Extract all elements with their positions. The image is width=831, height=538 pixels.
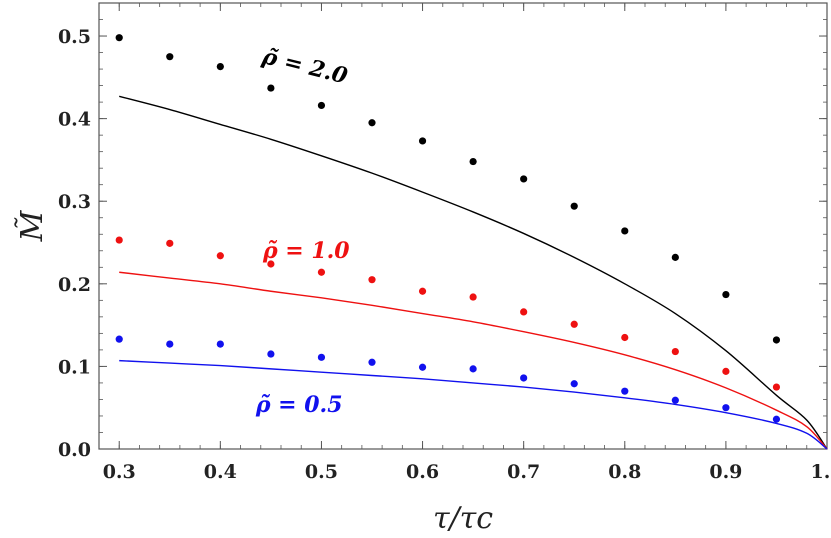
- data-point: [216, 252, 224, 260]
- data-point: [520, 175, 528, 183]
- series-annotations: ρ̃ = 2.0 ρ̃ = 1.0 ρ̃ = 0.5: [255, 43, 351, 418]
- data-point: [671, 253, 679, 261]
- data-point: [722, 367, 730, 375]
- data-point: [368, 119, 376, 127]
- data-point: [621, 387, 629, 395]
- y-tick-label: 0.5: [58, 26, 91, 48]
- series-curve-2: [119, 359, 828, 450]
- y-tick-labels: 0.0 0.1 0.2 0.3 0.4 0.5: [58, 26, 91, 461]
- series-points: [115, 34, 781, 423]
- x-tick-label: 0.8: [608, 461, 641, 483]
- series-annotation: ρ̃ = 0.5: [255, 392, 343, 418]
- data-point: [621, 333, 629, 342]
- data-point: [772, 415, 781, 423]
- data-point: [570, 320, 578, 328]
- data-point: [772, 383, 781, 391]
- data-point: [317, 101, 326, 110]
- data-point: [216, 340, 224, 348]
- data-point: [469, 157, 477, 166]
- data-point: [418, 287, 427, 295]
- x-tick-label: 0.5: [305, 461, 338, 483]
- data-point: [671, 347, 679, 356]
- data-point: [469, 293, 477, 301]
- x-axis-label: τ/τc: [433, 501, 493, 536]
- data-point: [772, 336, 781, 344]
- data-point: [317, 353, 326, 361]
- y-tick-label: 0.2: [58, 274, 91, 296]
- data-point: [166, 53, 174, 61]
- y-tick-label: 0.0: [58, 439, 91, 461]
- y-tick-label: 0.4: [58, 109, 91, 131]
- x-tick-label: 1.0: [810, 461, 831, 483]
- x-tick-label: 0.4: [204, 461, 237, 483]
- data-point: [317, 268, 326, 276]
- data-point: [671, 396, 679, 404]
- data-point: [722, 290, 730, 299]
- tick-marks: [99, 3, 828, 450]
- series-annotation: ρ̃ = 2.0: [259, 43, 351, 90]
- x-tick-label: 0.9: [709, 461, 742, 483]
- data-point: [115, 34, 123, 42]
- data-point: [722, 404, 730, 412]
- data-point: [418, 363, 427, 371]
- data-point: [418, 137, 427, 145]
- data-point: [267, 84, 275, 92]
- x-tick-label: 0.3: [103, 461, 136, 483]
- y-tick-label: 0.1: [58, 356, 91, 378]
- data-point: [520, 374, 528, 382]
- data-point: [469, 365, 477, 373]
- x-tick-label: 0.6: [406, 461, 439, 483]
- data-point: [570, 380, 578, 388]
- data-point: [166, 239, 174, 247]
- y-axis-label: M̃: [15, 209, 50, 242]
- data-point: [115, 335, 123, 343]
- data-point: [368, 276, 376, 284]
- y-tick-label: 0.3: [58, 191, 91, 213]
- data-point: [115, 236, 123, 244]
- series-curve-0: [119, 95, 828, 450]
- series-curve-1: [119, 271, 828, 450]
- data-point: [166, 340, 174, 348]
- series-curves: [119, 95, 828, 450]
- series-annotation: ρ̃ = 1.0: [262, 238, 350, 264]
- data-point: [368, 358, 376, 366]
- x-tick-label: 0.7: [507, 461, 540, 483]
- data-point: [621, 227, 629, 235]
- data-point: [267, 260, 275, 268]
- data-point: [570, 202, 578, 210]
- data-point: [520, 308, 528, 316]
- x-tick-labels: 0.3 0.4 0.5 0.6 0.7 0.8 0.9 1.0: [103, 461, 831, 483]
- data-point: [216, 62, 224, 71]
- data-point: [267, 350, 275, 358]
